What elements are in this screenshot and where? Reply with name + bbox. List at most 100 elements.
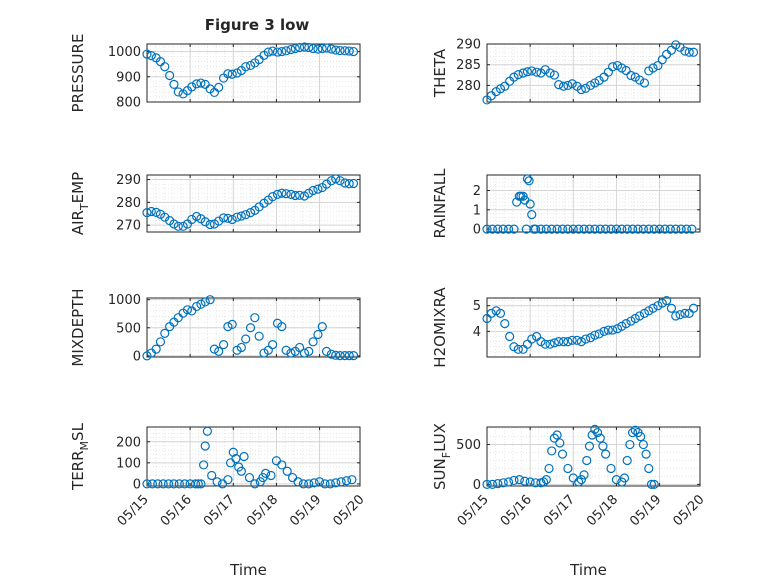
panel-theta-data-point bbox=[581, 83, 591, 93]
panel-sun-flux-data-point bbox=[649, 479, 659, 490]
panel-rainfall-ytick-label: 1 bbox=[473, 203, 481, 218]
panel-rainfall-data-point bbox=[547, 224, 557, 234]
panel-pressure-data-point bbox=[295, 42, 305, 53]
panel-sun-flux-data-point bbox=[627, 427, 638, 438]
panel-terr-msl-data-point bbox=[336, 477, 346, 487]
panel-sun-flux-data-point bbox=[557, 449, 568, 459]
panel-pressure-data-point bbox=[286, 44, 296, 55]
panel-sun-flux-data-point bbox=[482, 479, 492, 490]
panel-sun-flux-data-point bbox=[579, 470, 589, 480]
panel-sun-flux-ylabel-tail: LUX bbox=[431, 423, 449, 452]
panel-terr-msl-data-point bbox=[266, 470, 276, 481]
panel-rainfall-axes-box bbox=[486, 174, 701, 233]
panel-theta-data-point bbox=[532, 67, 542, 77]
panel-terr-msl-ylabel-subscript: M bbox=[78, 441, 91, 451]
panel-rainfall-data-point bbox=[525, 199, 535, 209]
panel-mixdepth-data-point bbox=[205, 295, 215, 305]
panel-air-temp-data-point bbox=[308, 185, 318, 196]
panel-rainfall-data-point bbox=[552, 224, 562, 234]
panel-terr-msl-data-point bbox=[250, 479, 260, 489]
panel-pressure-data-point bbox=[313, 44, 323, 54]
panel-sun-flux-data-point bbox=[630, 425, 640, 435]
panel-pressure-data-point bbox=[200, 79, 210, 89]
panel-pressure-data-point bbox=[263, 47, 273, 57]
panel-mixdepth-data-point bbox=[299, 348, 310, 358]
panel-h2omixra-data-point bbox=[594, 329, 604, 339]
panel-mixdepth-data-point bbox=[196, 299, 206, 309]
panel-mixdepth-ytick-label: 500 bbox=[116, 321, 141, 336]
panel-h2omixra-data-point bbox=[581, 334, 591, 344]
panel-h2omixra-data-point bbox=[666, 303, 677, 313]
panel-terr-msl-axes-box bbox=[146, 426, 361, 487]
panel-mixdepth-ylabel: MIXDEPTH bbox=[69, 288, 87, 366]
panel-mixdepth-ytick-label: 1000 bbox=[108, 293, 141, 308]
panel-sun-flux-data-point bbox=[582, 455, 592, 466]
panel-theta-ytick-label: 280 bbox=[456, 79, 481, 94]
panel-rainfall-data-point bbox=[595, 224, 605, 234]
panel-h2omixra-data-point bbox=[567, 335, 577, 345]
panel-air-temp-data-point bbox=[227, 214, 237, 225]
panel-sun-flux-data-point bbox=[541, 475, 551, 485]
panel-theta-ytick-label: 290 bbox=[456, 38, 481, 53]
panel-theta-data-point bbox=[540, 65, 550, 75]
panel-pressure-data-point bbox=[187, 82, 197, 92]
panel-sun-flux-plot-area bbox=[487, 427, 700, 486]
panel-terr-msl-data-point bbox=[163, 479, 174, 489]
panel-air-temp: 270 280 290 AIRTEMP bbox=[69, 172, 361, 235]
panel-theta-data-point bbox=[653, 60, 663, 71]
panel-pressure-data-point bbox=[227, 69, 237, 79]
panel-h2omixra-data-point bbox=[688, 303, 699, 313]
panel-rainfall-data-point bbox=[536, 224, 546, 234]
panel-h2omixra-data-point bbox=[648, 303, 658, 313]
panel-mixdepth-data-point bbox=[151, 344, 161, 354]
panel-sun-flux-data-point bbox=[622, 455, 632, 466]
panel-sun-flux-data-point bbox=[520, 476, 530, 486]
panel-air-temp-data-point bbox=[178, 221, 188, 231]
panel-pressure-data-point bbox=[146, 50, 156, 61]
panel-pressure-data-point bbox=[223, 69, 233, 79]
panel-theta-ytick-label: 285 bbox=[456, 58, 481, 73]
panel-h2omixra-data-point bbox=[486, 308, 496, 318]
panel-h2omixra-ylabel: H2OMIXRA bbox=[431, 287, 449, 368]
panel-mixdepth-data-point bbox=[160, 328, 170, 338]
panel-h2omixra-data-point bbox=[563, 337, 573, 347]
panel-mixdepth-data-point bbox=[295, 342, 305, 353]
panel-pressure-data-point bbox=[340, 46, 350, 56]
panel-h2omixra-data-point bbox=[554, 337, 564, 347]
panel-rainfall-data-point bbox=[649, 224, 659, 234]
panel-air-temp-data-point bbox=[290, 190, 300, 201]
panel-pressure-data-point bbox=[290, 43, 300, 54]
panel-sun-flux-data-point bbox=[644, 463, 654, 474]
panel-pressure-data-point bbox=[165, 70, 175, 81]
panel-h2omixra-data-point bbox=[549, 338, 560, 348]
panel-terr-msl-data-point bbox=[304, 479, 314, 489]
panel-pressure-data-point bbox=[304, 42, 314, 53]
panel-sun-flux-data-point bbox=[549, 433, 560, 443]
panel-rainfall-data-point bbox=[493, 224, 503, 234]
panel-air-temp-data-point bbox=[142, 208, 152, 218]
panel-pressure-data-point bbox=[335, 45, 345, 56]
panel-mixdepth-data-point bbox=[218, 340, 229, 350]
panel-mixdepth-data-point bbox=[236, 342, 246, 353]
panel-air-temp-ytick-label: 270 bbox=[116, 219, 141, 234]
panel-pressure-data-point bbox=[268, 46, 278, 56]
panel-mixdepth-data-point bbox=[335, 350, 345, 361]
panel-rainfall-data-point bbox=[601, 224, 611, 234]
panel-theta-data-point bbox=[558, 81, 569, 91]
panel-terr-msl-xlabel: Time bbox=[229, 561, 267, 579]
panel-sun-flux-data-point bbox=[636, 431, 646, 442]
panel-terr-msl-data-point bbox=[207, 470, 217, 481]
panel-rainfall-ylabel-main: RAINFALL bbox=[431, 168, 449, 239]
panel-mixdepth-data-point bbox=[254, 331, 264, 341]
panel-h2omixra-data-point bbox=[590, 330, 600, 340]
panel-sun-flux-data-point bbox=[638, 439, 648, 450]
panel-sun-flux-data-point bbox=[587, 430, 597, 440]
panel-rainfall-data-point bbox=[644, 224, 654, 234]
panel-terr-msl-data-point bbox=[200, 441, 210, 451]
panel-theta-data-point bbox=[680, 46, 690, 56]
panel-sun-flux-data-point bbox=[576, 475, 586, 485]
panel-theta-axes-box bbox=[486, 43, 701, 103]
panel-sun-flux-data-point bbox=[584, 441, 595, 451]
panel-sun-flux-data-point bbox=[574, 477, 584, 487]
panel-pressure-data-point bbox=[169, 79, 179, 89]
